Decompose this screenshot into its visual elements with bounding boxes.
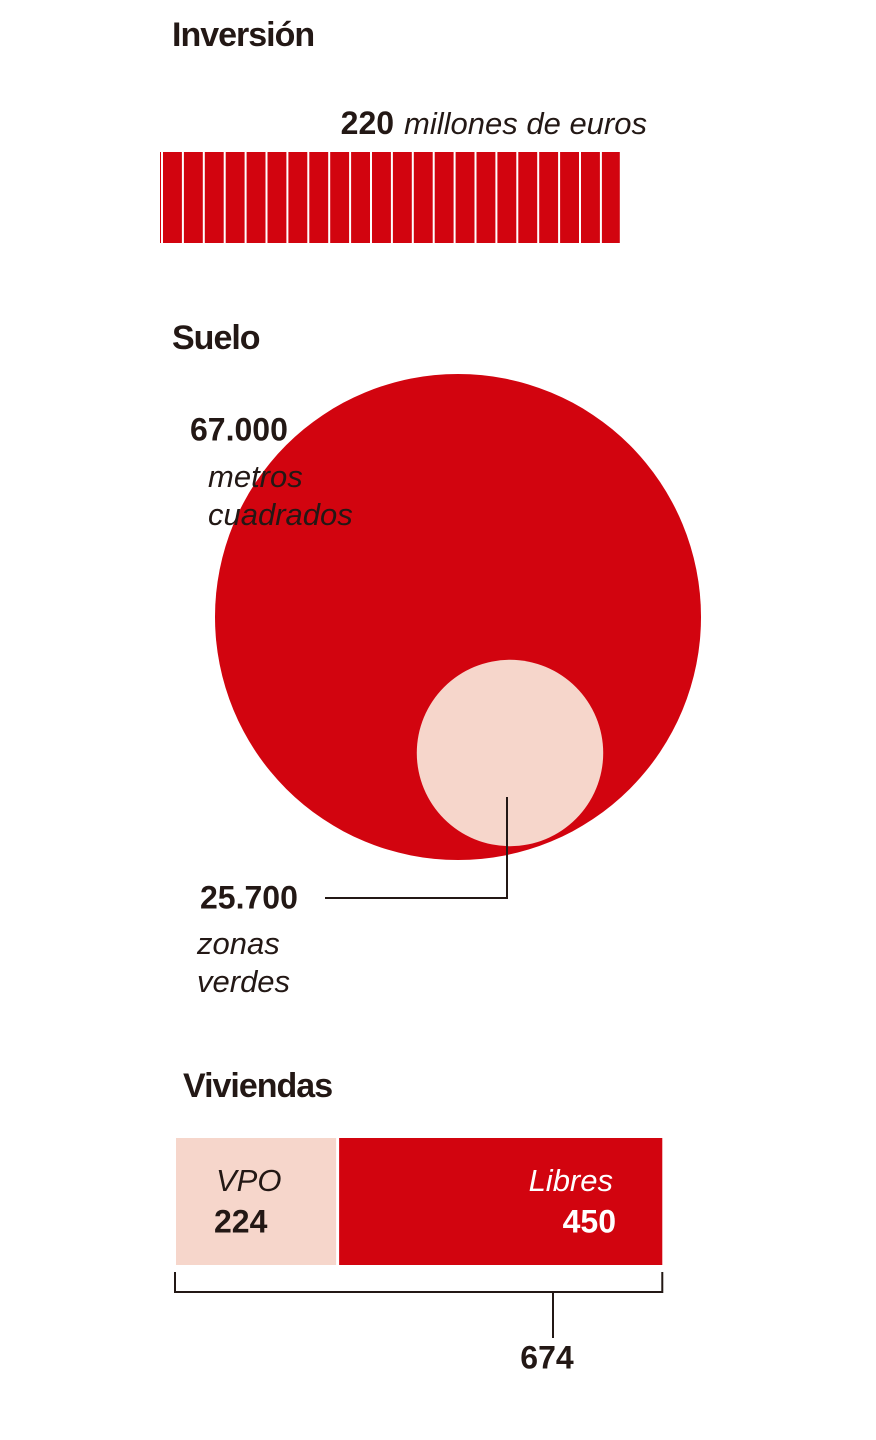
bubble-label: metros cuadrados [208,459,353,532]
unit: millones de euros [404,106,647,141]
category-label: VPO [216,1163,281,1198]
bar [160,152,620,243]
total-label: 674 [520,1339,574,1375]
value-label: 220 millones de euros [341,105,647,141]
segment [176,1138,338,1265]
section-title: Viviendas [183,1067,332,1105]
bubble [416,659,604,847]
total-bracket [174,1272,664,1338]
value-label: 67.000 [190,411,288,447]
stacked-bar [174,1138,664,1338]
value: 220 [341,105,394,141]
segment [337,1138,663,1265]
section-title: Inversión [172,16,314,54]
investment-bar [160,152,620,243]
bubble-label: zonas verdes [197,926,291,999]
bubbles [214,373,702,861]
category-label: Libres [529,1163,613,1198]
section-title: Suelo [172,319,260,357]
value-label: 224 [214,1203,268,1239]
leader-line [325,797,508,899]
value-label: 25.700 [200,879,298,915]
value-label: 450 [563,1203,616,1239]
